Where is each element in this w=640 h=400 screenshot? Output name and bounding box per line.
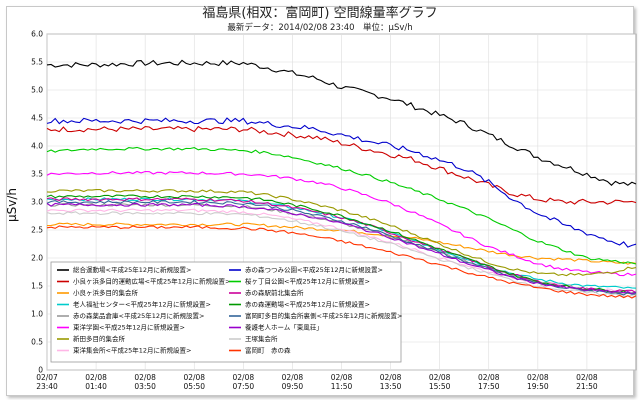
legend-entry: 赤の森薬品倉庫<平成25年12月に新規設置>: [73, 311, 204, 320]
legend-entry: 新田多目的集会所: [73, 334, 126, 343]
series-line-14: [46, 211, 637, 298]
legend-entry: 赤の森運動場<平成25年12月に新規設置>: [245, 300, 370, 309]
series-line-6: [46, 188, 637, 277]
legend-entry: 富岡町 赤の森: [245, 346, 291, 355]
series-line-15: [46, 225, 637, 299]
x-tick-date: 02/08: [134, 373, 156, 382]
x-tick-time: 21:50: [576, 382, 598, 391]
x-tick-date: 02/08: [429, 373, 451, 382]
legend-entry: 東洋学園<平成25年12月に新規設置>: [73, 323, 185, 332]
series-line-5: [46, 170, 637, 277]
y-tick-label: 2.5: [31, 226, 43, 235]
series-line-10: [46, 197, 637, 294]
x-tick-time: 03:50: [134, 382, 156, 391]
x-tick-time: 23:40: [36, 382, 58, 391]
y-tick-label: 2.0: [31, 254, 43, 263]
legend-entry: 王塚集会所: [245, 334, 278, 343]
series-line-13: [46, 202, 637, 295]
y-tick-label: 0.5: [31, 338, 43, 347]
series-line-8: [46, 117, 637, 248]
legend-entry: 桜ヶ丁目公園<平成25年12月に新規設置>: [245, 277, 370, 286]
y-tick-label: 4.5: [31, 114, 43, 123]
x-tick-date: 02/08: [233, 373, 255, 382]
x-tick-time: 05:50: [183, 382, 205, 391]
y-tick-label: 6.0: [31, 30, 43, 39]
y-tick-label: 3.0: [31, 198, 43, 207]
x-tick-date: 02/08: [380, 373, 402, 382]
y-axis-label: μSv/h: [5, 188, 19, 222]
x-tick-time: 09:50: [282, 382, 304, 391]
x-tick-time: 11:50: [331, 382, 353, 391]
x-tick-date: 02/08: [282, 373, 304, 382]
legend-entry: 赤の森つつみ公園<平成25年12月に新規設置>: [245, 265, 383, 274]
y-tick-label: 0: [38, 366, 43, 375]
legend-entry: 東洋集会所<平成25年12月に新規設置>: [73, 346, 191, 355]
y-tick-label: 3.5: [31, 170, 43, 179]
y-tick-label: 4.0: [31, 142, 43, 151]
x-tick-time: 17:50: [478, 382, 500, 391]
x-tick-date: 02/08: [478, 373, 500, 382]
chart-subtitle: 最新データ：2014/02/08 23:40 単位：μSv/h: [227, 23, 413, 33]
x-tick-time: 19:50: [527, 382, 549, 391]
legend-entry: 養護老人ホーム「東風荘」: [245, 323, 323, 332]
x-tick-time: 15:50: [429, 382, 451, 391]
legend-entry: 総合運動場<平成25年12月に新規設置>: [73, 265, 191, 274]
legend-entry: 老人福祉センター<平成25年12月に新規設置>: [73, 300, 211, 309]
legend-box: [50, 261, 402, 363]
x-tick-time: 07:50: [233, 382, 255, 391]
y-tick-label: 5.0: [31, 86, 43, 95]
x-tick-date: 02/08: [576, 373, 598, 382]
y-tick-label: 5.5: [31, 58, 43, 67]
series-line-9: [46, 146, 637, 265]
y-tick-label: 1.0: [31, 310, 43, 319]
legend-entry: 赤の森駅前北集会所: [245, 288, 304, 297]
x-tick-time: 01:40: [85, 382, 107, 391]
series-line-3: [46, 197, 637, 289]
legend-entry: 小良ヶ浜多目的集会所: [73, 288, 139, 297]
legend-entry: 富岡町多目的集会所裏側<平成25年12月に新規設置>: [245, 311, 402, 320]
series-line-0: [46, 59, 637, 186]
x-tick-date: 02/07: [36, 373, 58, 382]
series-line-1: [46, 125, 637, 205]
x-tick-date: 02/08: [85, 373, 107, 382]
x-tick-date: 02/08: [331, 373, 353, 382]
x-tick-date: 02/08: [527, 373, 549, 382]
x-tick-time: 13:50: [380, 382, 402, 391]
legend-entry: 小良ヶ浜多目的運動広場<平成25年12月に新規設置>: [73, 277, 230, 286]
y-tick-label: 1.5: [31, 282, 43, 291]
x-tick-date: 02/08: [183, 373, 205, 382]
chart-title: 福島県(相双：富岡町) 空間線量率グラフ: [202, 6, 438, 21]
